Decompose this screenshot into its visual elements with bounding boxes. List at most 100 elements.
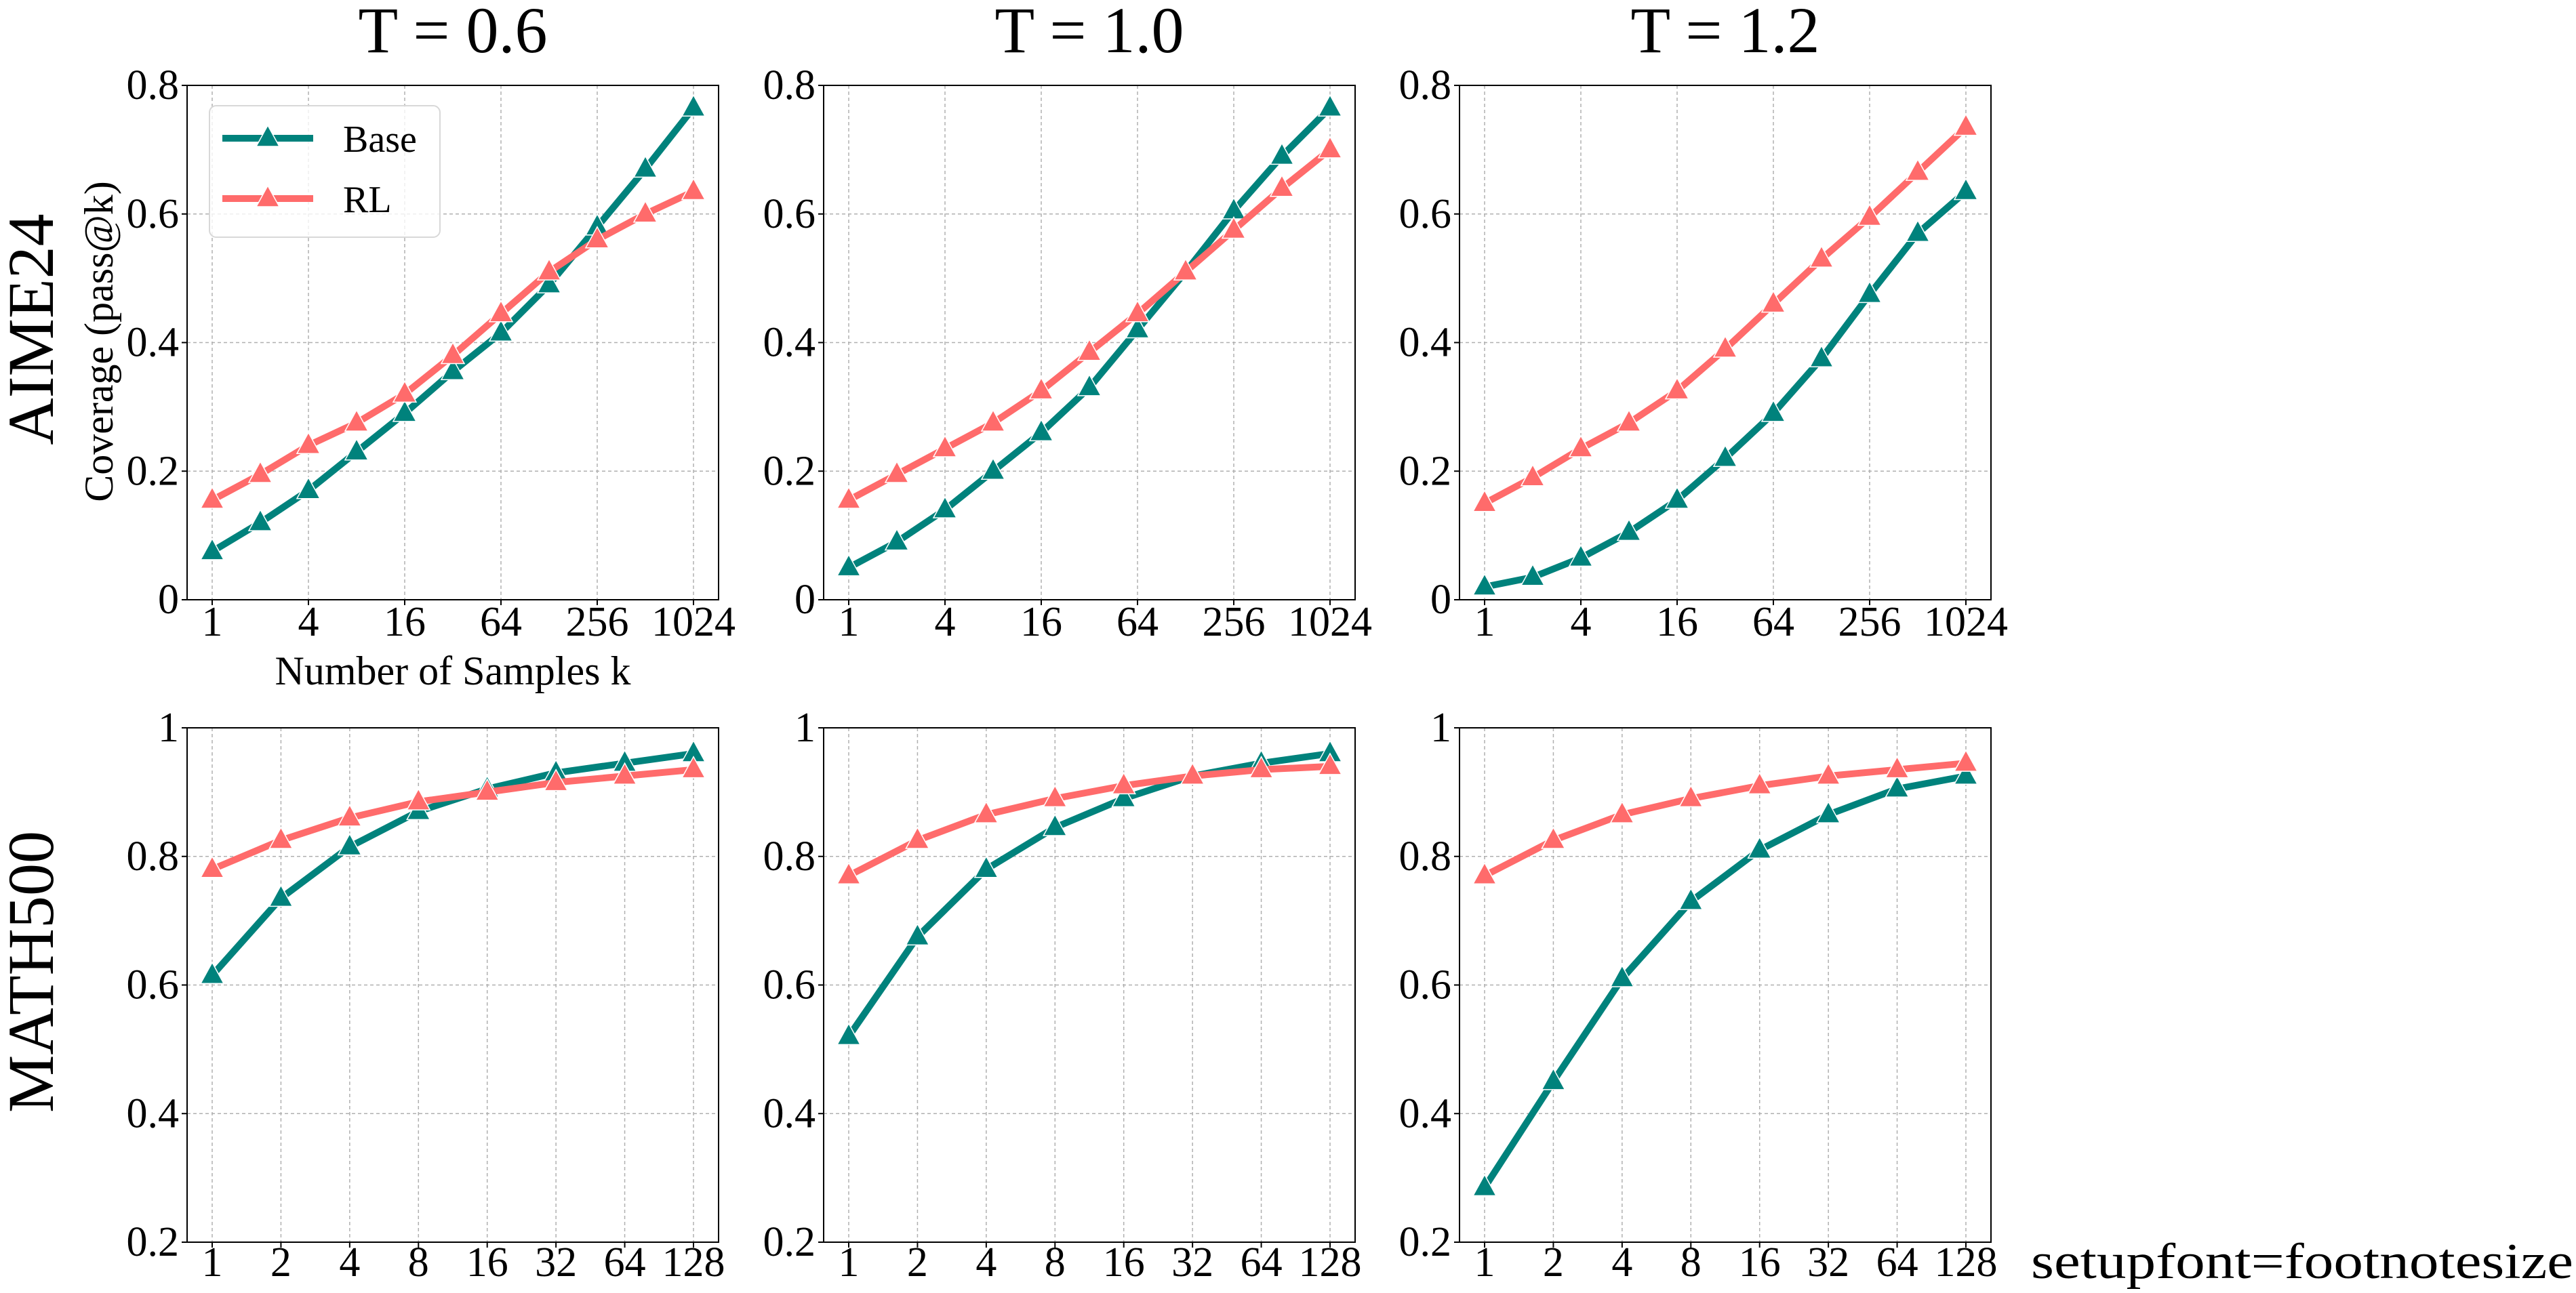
x-tick-label: 256	[1838, 599, 1901, 645]
data-point-triangle	[1269, 142, 1295, 165]
series-line	[845, 750, 1331, 1039]
data-point-triangle	[612, 762, 637, 785]
y-tick-label: 0.4	[127, 320, 180, 366]
x-tick-label: 4	[975, 1239, 997, 1286]
data-point-triangle	[1028, 418, 1054, 442]
series-rl	[199, 177, 706, 509]
y-tick-label: 0.4	[1399, 1090, 1452, 1136]
data-point-triangle	[440, 341, 466, 365]
x-tick-label: 16	[1103, 1239, 1145, 1286]
data-point-triangle	[1269, 174, 1295, 197]
data-point-triangle	[1520, 464, 1546, 487]
series-line	[847, 105, 1333, 571]
data-point-triangle	[1125, 315, 1150, 339]
x-tick-label: 2	[1543, 1239, 1564, 1286]
data-point-triangle	[1541, 1067, 1566, 1090]
data-point-triangle	[199, 537, 225, 560]
data-point-triangle	[1815, 762, 1841, 785]
data-point-triangle	[1249, 756, 1274, 779]
series-base	[836, 739, 1343, 1046]
data-point-triangle	[1317, 752, 1343, 775]
data-point-triangle	[1173, 258, 1199, 281]
series-line	[211, 766, 694, 873]
y-tick-label: 0.2	[1399, 448, 1452, 494]
series-rl	[1472, 749, 1979, 884]
data-point-triangle	[681, 94, 706, 117]
x-tick-label: 64	[604, 1239, 646, 1286]
data-point-triangle	[543, 768, 569, 792]
subplot-4: 0.20.40.60.811 2 4 8 16 32 64 128	[127, 705, 725, 1286]
series-line	[1484, 188, 1969, 590]
y-tick-label: 1	[794, 705, 816, 751]
data-point-triangle	[406, 787, 431, 810]
y-tick-label: 0	[158, 577, 179, 623]
y-axis-label: Coverage (pass@k)	[77, 181, 121, 501]
y-tick-label: 0.4	[763, 320, 816, 366]
y-tick-label: 0.8	[763, 834, 816, 880]
y-tick-label: 0.2	[763, 1219, 816, 1265]
data-point-triangle	[1760, 290, 1786, 313]
series-rl	[199, 756, 706, 878]
y-tick-label: 0.4	[763, 1090, 816, 1136]
data-point-triangle	[681, 177, 706, 201]
series-line	[1483, 760, 1967, 879]
data-point-triangle	[632, 200, 658, 223]
series-line	[209, 750, 694, 978]
data-point-triangle	[1317, 94, 1343, 117]
data-point-triangle	[1747, 771, 1772, 795]
data-point-triangle	[1609, 964, 1635, 987]
axes-frame	[823, 85, 1356, 600]
subplot-title: T = 1.2	[1630, 0, 1819, 66]
y-tick-label: 0.4	[127, 1090, 180, 1136]
data-point-triangle	[344, 438, 369, 461]
data-point-triangle	[247, 508, 273, 531]
data-point-triangle	[296, 476, 321, 499]
data-point-triangle	[905, 922, 930, 946]
data-point-triangle	[1541, 826, 1566, 849]
data-point-triangle	[1472, 1173, 1497, 1197]
data-point-triangle	[1616, 409, 1642, 432]
x-tick-label: 1024	[1288, 599, 1372, 645]
data-point-triangle	[1857, 203, 1883, 226]
series-base	[1472, 762, 1979, 1197]
x-tick-label: 16	[466, 1239, 508, 1286]
y-tick-label: 0.6	[127, 962, 180, 1008]
data-point-triangle	[1953, 749, 1979, 772]
data-point-triangle	[1043, 813, 1068, 836]
data-point-triangle	[584, 226, 610, 249]
subplot-3: 0 0.2 0.4 0.6 0.8 1 4 16 64 256 1024 T = 1.2	[1399, 0, 2009, 645]
series-line	[847, 762, 1331, 879]
data-point-triangle	[1472, 489, 1497, 512]
subplot-5: 0.20.40.60.811 2 4 8 16 32 64 128	[763, 705, 1362, 1286]
data-point-triangle	[884, 528, 910, 551]
x-tick-label: 32	[535, 1239, 577, 1286]
data-point-triangle	[1678, 784, 1704, 808]
data-point-triangle	[1125, 300, 1150, 323]
data-point-triangle	[199, 486, 225, 509]
x-tick-label: 128	[662, 1239, 725, 1286]
x-tick-label: 32	[1171, 1239, 1213, 1286]
axes-frame	[823, 727, 1356, 1243]
y-tick-label: 0.4	[1399, 320, 1452, 366]
data-point-triangle	[932, 495, 958, 518]
data-point-triangle	[932, 434, 958, 457]
data-point-triangle	[1221, 216, 1247, 239]
x-tick-label: 64	[480, 599, 522, 645]
data-point-triangle	[536, 258, 562, 281]
data-point-triangle	[1568, 543, 1594, 567]
x-tick-label: 1	[1474, 599, 1495, 645]
y-tick-label: 0.8	[1399, 834, 1452, 880]
series-base	[199, 94, 706, 560]
x-tick-label: 16	[1656, 599, 1698, 645]
data-point-triangle	[1317, 136, 1343, 159]
legend-marker-triangle	[255, 124, 281, 147]
data-point-triangle	[1616, 518, 1642, 541]
data-point-triangle	[536, 270, 562, 293]
data-point-triangle	[488, 319, 514, 342]
subplot-6: 0.2 0.4 0.6 0.8 1 1 2 4 8 16 32 64 128	[1399, 705, 1998, 1286]
data-point-triangle	[836, 554, 862, 577]
x-tick-label: 64	[1752, 599, 1794, 645]
x-tick-label: 1	[202, 1239, 223, 1286]
data-point-triangle	[475, 778, 500, 801]
